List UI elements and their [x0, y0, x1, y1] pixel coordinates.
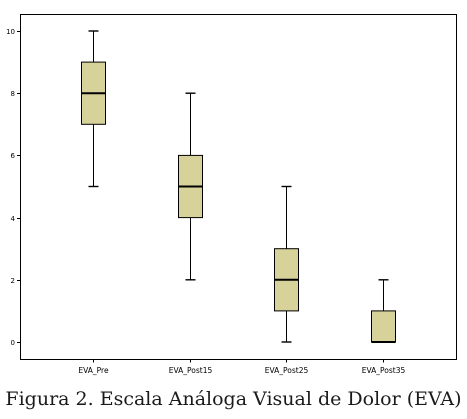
box-EVA_Post25: [274, 185, 299, 343]
x-tick-label: EVA_Post25: [265, 366, 309, 375]
y-tick-label: 8: [11, 90, 15, 98]
x-tick-label: EVA_Post15: [169, 366, 213, 375]
x-tick-label: EVA_Pre: [78, 366, 109, 375]
x-tick-label: EVA_Post35: [362, 366, 406, 375]
y-tick-label: 10: [6, 28, 15, 36]
iqr-box: [371, 310, 396, 343]
y-tick-label: 6: [11, 152, 16, 160]
box-EVA_Post35: [371, 279, 396, 343]
box-group: [81, 30, 396, 343]
box-EVA_Post15: [178, 92, 203, 281]
box-EVA_Pre: [81, 30, 106, 188]
y-tick-label: 2: [11, 277, 15, 285]
y-tick-label: 4: [11, 215, 16, 223]
figure-caption: Figura 2. Escala Análoga Visual de Dolor…: [5, 388, 462, 410]
x-axis: EVA_Pre EVA_Post15 EVA_Post25 EVA_Post35: [78, 359, 406, 375]
y-axis: 0 2 4 6 8 10: [6, 28, 21, 347]
y-tick-label: 0: [11, 339, 15, 347]
